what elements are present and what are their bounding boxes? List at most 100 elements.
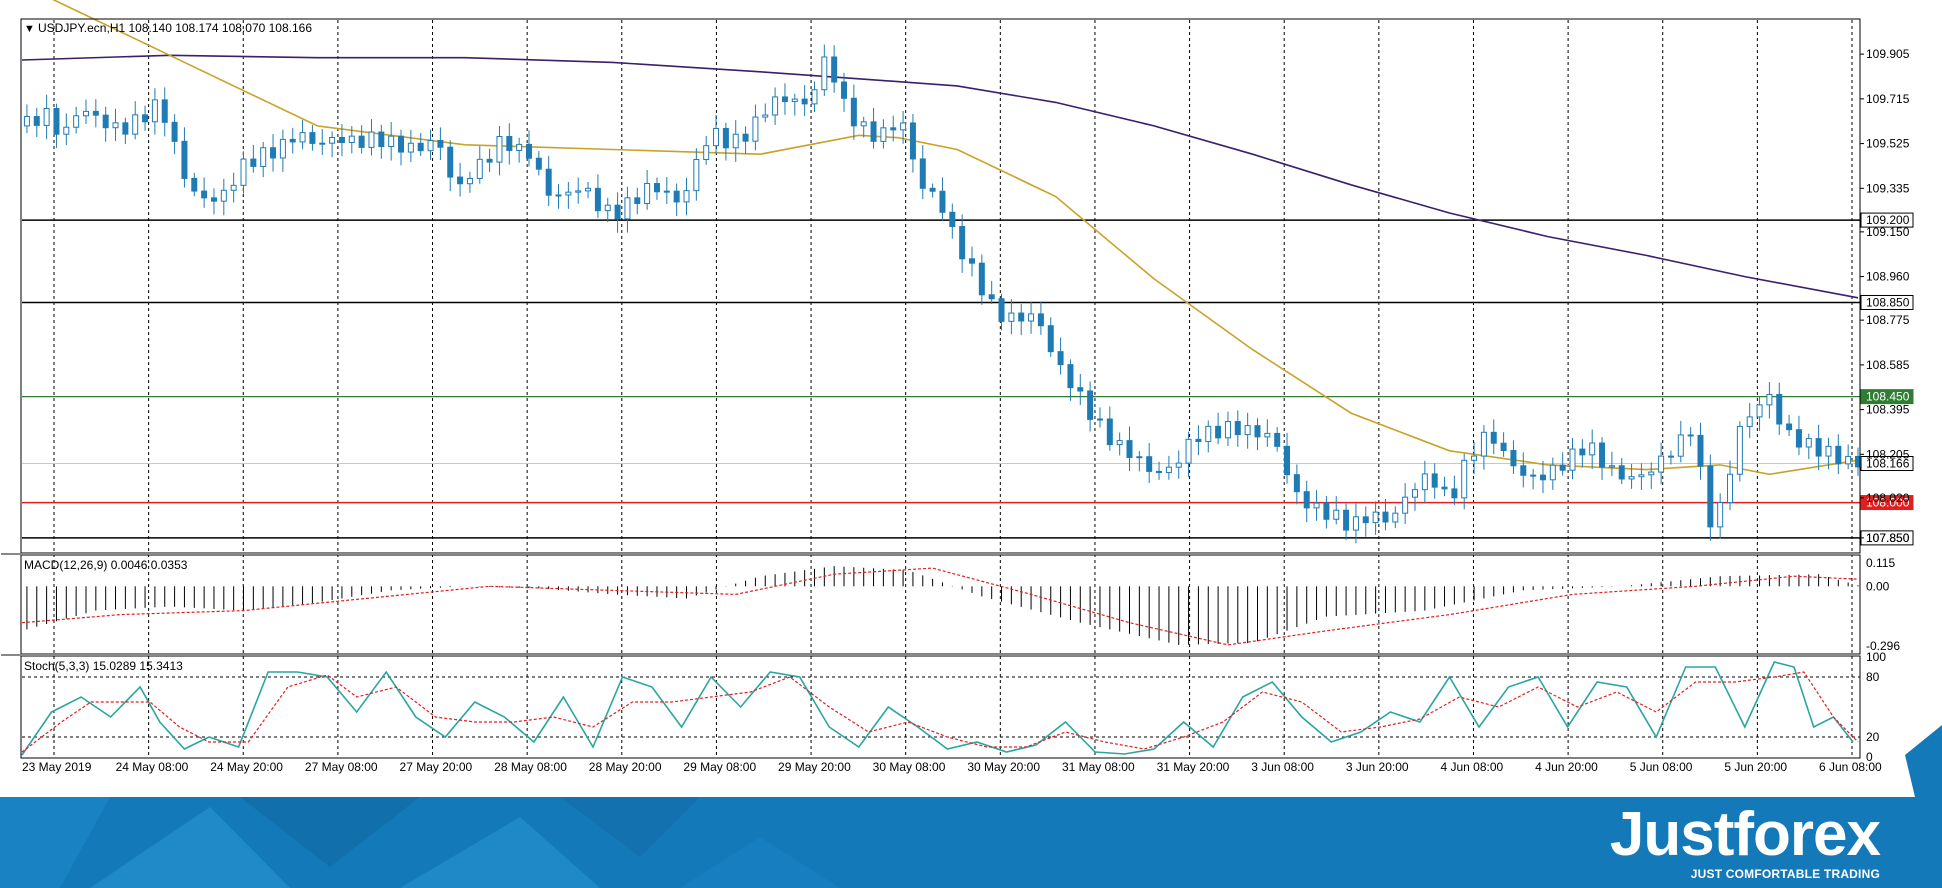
candle-body bbox=[575, 190, 582, 193]
candle-body bbox=[191, 177, 198, 192]
candle-body bbox=[1500, 442, 1507, 452]
candle-body bbox=[1805, 438, 1812, 448]
x-tick-label: 29 May 08:00 bbox=[683, 760, 756, 774]
stoch-y-tick: 0 bbox=[1866, 750, 1873, 764]
candle-body bbox=[1067, 364, 1074, 389]
candle-body bbox=[1323, 502, 1330, 520]
candle-body bbox=[683, 190, 690, 203]
stoch-title: Stoch(5,3,3) 15.0289 15.3413 bbox=[24, 659, 183, 673]
candle-body bbox=[1402, 496, 1409, 514]
justforex-logo: Justforex bbox=[1609, 800, 1881, 869]
x-tick-label: 5 Jun 08:00 bbox=[1630, 760, 1693, 774]
candle-body bbox=[880, 127, 887, 142]
candle-body bbox=[1835, 445, 1842, 465]
candle-body bbox=[1185, 438, 1192, 464]
candle-body bbox=[506, 136, 513, 151]
candle-body bbox=[142, 114, 149, 123]
candle-body bbox=[1845, 455, 1852, 465]
trading-chart[interactable]: 109.200 108.850 108.450 108.166 108.000 107.8… bbox=[0, 0, 1942, 797]
candle-body bbox=[1136, 456, 1143, 459]
main-panel-frame bbox=[20, 18, 1861, 554]
candle-body bbox=[1352, 516, 1359, 531]
candle-body bbox=[742, 133, 749, 142]
x-tick-label: 6 Jun 08:00 bbox=[1819, 760, 1882, 774]
candle-body bbox=[732, 133, 739, 149]
candle-body bbox=[988, 294, 995, 300]
grid-layer bbox=[53, 20, 1853, 757]
level-tag-label: 107.850 bbox=[1866, 531, 1910, 545]
candle-body bbox=[713, 127, 720, 147]
candle-body bbox=[1766, 393, 1773, 406]
level-tag bbox=[1860, 212, 1914, 228]
candle-body bbox=[1431, 473, 1438, 488]
candle-body bbox=[1333, 509, 1340, 520]
level-lines: 109.200 108.850 108.450 108.166 108.000 107.8… bbox=[22, 212, 1914, 546]
brand-tagline: JUST COMFORTABLE TRADING bbox=[1690, 867, 1880, 881]
candle-body bbox=[1028, 313, 1035, 322]
candle-body bbox=[1638, 474, 1645, 478]
candle-body bbox=[594, 187, 601, 212]
candle-body bbox=[1736, 425, 1743, 475]
candle-body bbox=[1106, 418, 1113, 446]
candle-body bbox=[299, 132, 306, 143]
candle-body bbox=[250, 158, 257, 167]
candle-body bbox=[358, 135, 365, 148]
candle-body bbox=[1717, 502, 1724, 528]
candle-body bbox=[1057, 351, 1064, 366]
candle-body bbox=[230, 184, 237, 191]
candle-body bbox=[427, 140, 434, 152]
level-tag-label: 108.000 bbox=[1866, 496, 1910, 510]
candle-body bbox=[1165, 466, 1172, 474]
candle-body bbox=[516, 143, 523, 151]
x-tick-label: 30 May 20:00 bbox=[967, 760, 1040, 774]
stoch-main-line bbox=[21, 661, 1854, 756]
candle-body bbox=[279, 138, 286, 159]
candle-body bbox=[1077, 387, 1084, 392]
candle-body bbox=[181, 140, 188, 179]
candle-body bbox=[663, 190, 670, 193]
candle-body bbox=[900, 122, 907, 131]
candle-body bbox=[1343, 509, 1350, 531]
candle-body bbox=[1579, 448, 1586, 456]
candle-body bbox=[1372, 511, 1379, 524]
y-tick-label: 109.905 bbox=[1866, 47, 1910, 61]
candle-body bbox=[210, 197, 217, 202]
candle-body bbox=[545, 168, 552, 196]
x-tick-label: 27 May 20:00 bbox=[400, 760, 473, 774]
y-tick-label: 107.850 bbox=[1866, 531, 1910, 545]
candle-body bbox=[949, 211, 956, 228]
candle-body bbox=[1215, 425, 1222, 439]
candle-body bbox=[1776, 393, 1783, 425]
candle-body bbox=[634, 197, 641, 205]
candle-body bbox=[1156, 470, 1163, 474]
candle-body bbox=[329, 136, 336, 144]
macd-y-tick: -0.296 bbox=[1866, 639, 1900, 653]
candle-body bbox=[673, 190, 680, 203]
candle-body bbox=[112, 122, 119, 129]
x-tick-label: 3 Jun 08:00 bbox=[1251, 760, 1314, 774]
candle-body bbox=[270, 147, 277, 159]
candle-body bbox=[63, 126, 70, 135]
x-tick-label: 4 Jun 08:00 bbox=[1440, 760, 1503, 774]
candle-body bbox=[1727, 473, 1734, 504]
candle-body bbox=[220, 189, 227, 202]
candle-body bbox=[821, 56, 828, 91]
candle-body bbox=[132, 114, 139, 135]
candle-body bbox=[1825, 445, 1832, 457]
candle-body bbox=[309, 132, 316, 144]
candle-body bbox=[102, 114, 109, 129]
candle-body bbox=[644, 183, 651, 205]
candle-body bbox=[398, 135, 405, 153]
x-tick-label: 23 May 2019 bbox=[22, 760, 92, 774]
candle-body bbox=[1018, 312, 1025, 322]
candle-body bbox=[1510, 450, 1517, 467]
level-tag-label: 108.166 bbox=[1866, 456, 1910, 470]
candle-body bbox=[968, 258, 975, 264]
y-tick-label: 109.150 bbox=[1866, 225, 1910, 239]
chart-dropdown-icon[interactable]: ▼ bbox=[24, 23, 35, 35]
x-tick-label: 31 May 20:00 bbox=[1157, 760, 1230, 774]
candle-body bbox=[614, 204, 621, 220]
y-tick-label: 109.525 bbox=[1866, 137, 1910, 151]
candle-body bbox=[703, 145, 710, 161]
candle-body bbox=[417, 142, 424, 152]
